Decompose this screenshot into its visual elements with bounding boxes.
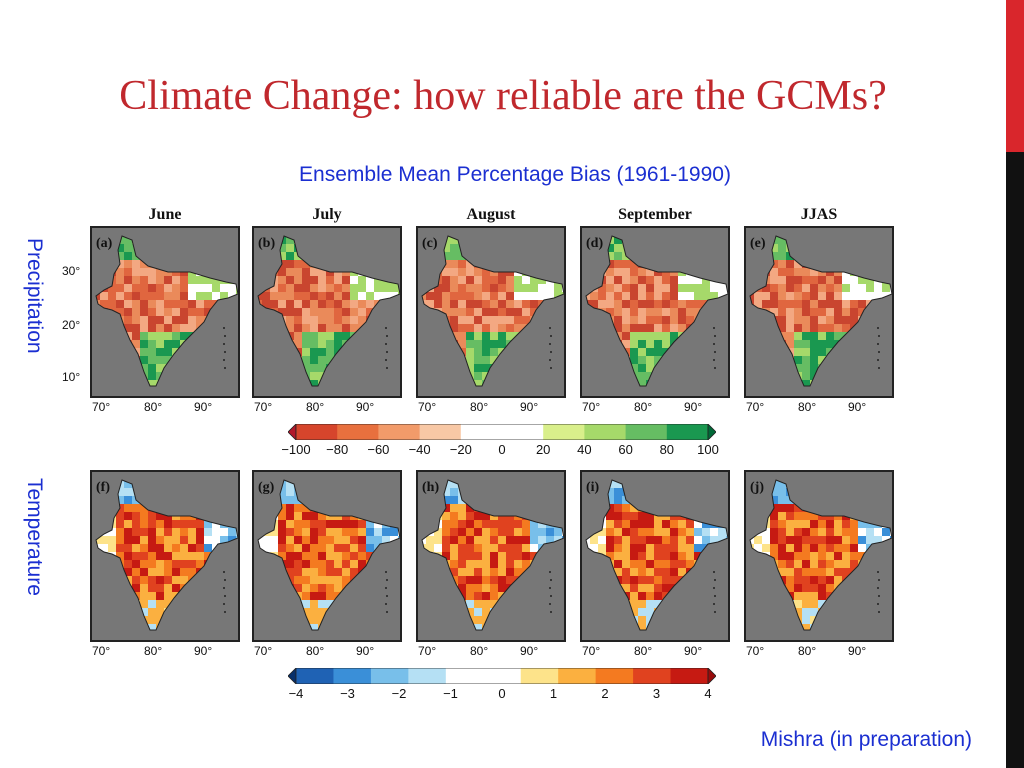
colorbar-tick-label: −2 bbox=[391, 686, 407, 701]
panel-letter: (a) bbox=[96, 236, 113, 251]
temperature-map-panel: (g) bbox=[252, 470, 402, 642]
colorbar-tick-label: 20 bbox=[535, 442, 551, 457]
longitude-label: 70° bbox=[582, 644, 601, 658]
colorbar-tick-label: 40 bbox=[577, 442, 592, 457]
colorbar-tick-label: 60 bbox=[618, 442, 633, 457]
panel-letter: (c) bbox=[422, 236, 438, 251]
colorbar-tick-label: −1 bbox=[443, 686, 458, 701]
temperature-map-panel: (f) bbox=[90, 470, 240, 642]
colorbar-tick-label: 100 bbox=[697, 442, 719, 457]
longitude-label: 90° bbox=[848, 644, 867, 658]
month-label: September bbox=[618, 206, 692, 223]
month-label: JJAS bbox=[800, 206, 838, 223]
precipitation-map-panel: (a) bbox=[90, 226, 240, 398]
longitude-label: 80° bbox=[634, 644, 653, 658]
temperature-map-panel: (i) bbox=[580, 470, 730, 642]
longitude-label: 70° bbox=[254, 400, 273, 414]
panel-letter: (h) bbox=[422, 480, 440, 495]
latitude-label: 20° bbox=[62, 318, 81, 332]
longitude-label: 80° bbox=[798, 644, 817, 658]
row-label-temperature: Temperature bbox=[23, 478, 46, 596]
colorbar-tick-label: 1 bbox=[549, 686, 558, 701]
longitude-label: 70° bbox=[92, 644, 111, 658]
colorbar-tick-label: −80 bbox=[326, 442, 349, 457]
panel-letter: (i) bbox=[586, 480, 600, 495]
longitude-label: 80° bbox=[470, 400, 489, 414]
latitude-label: 10° bbox=[62, 370, 81, 384]
colorbar-tick-label: 0 bbox=[498, 686, 506, 701]
longitude-label: 80° bbox=[798, 400, 817, 414]
colorbar-tick-label: 2 bbox=[601, 686, 609, 701]
longitude-label: 90° bbox=[684, 400, 703, 414]
longitude-label: 80° bbox=[306, 400, 325, 414]
longitude-label: 80° bbox=[306, 644, 325, 658]
panel-letter: (g) bbox=[258, 480, 275, 495]
longitude-label: 80° bbox=[634, 400, 653, 414]
longitude-label: 90° bbox=[194, 644, 213, 658]
precipitation-map-panel: (b) bbox=[252, 226, 402, 398]
precipitation-map-panel: (e) bbox=[744, 226, 894, 398]
longitude-label: 70° bbox=[418, 400, 437, 414]
slide-title: Climate Change: how reliable are the GCM… bbox=[119, 73, 887, 119]
temperature-map-panel: (j) bbox=[744, 470, 894, 642]
longitude-label: 90° bbox=[520, 644, 539, 658]
longitude-label: 90° bbox=[520, 400, 539, 414]
longitude-label: 70° bbox=[746, 400, 765, 414]
longitude-label: 70° bbox=[92, 400, 111, 414]
longitude-label: 80° bbox=[470, 644, 489, 658]
colorbar-tick-label: −100 bbox=[281, 442, 311, 457]
colorbar-tick-label: 0 bbox=[498, 442, 506, 457]
panel-letter: (f) bbox=[96, 480, 110, 495]
precipitation-map-panel: (c) bbox=[416, 226, 566, 398]
colorbar-tick-label: 80 bbox=[659, 442, 675, 457]
colorbar-tick-label: −4 bbox=[288, 686, 304, 701]
accent-bar-top bbox=[1006, 0, 1024, 152]
temperature-colorbar: −4 −3 −2 −1 0 1 2 3 4 bbox=[287, 667, 717, 701]
longitude-label: 90° bbox=[848, 400, 867, 414]
longitude-label: 70° bbox=[746, 644, 765, 658]
longitude-label: 90° bbox=[194, 400, 213, 414]
month-label: August bbox=[466, 206, 516, 223]
longitude-label: 70° bbox=[582, 400, 601, 414]
accent-bar-bottom bbox=[1006, 152, 1024, 768]
figure-subtitle: Ensemble Mean Percentage Bias (1961-1990… bbox=[299, 163, 731, 186]
panel-letter: (e) bbox=[750, 236, 766, 251]
colorbar-tick-label: 4 bbox=[704, 686, 712, 701]
longitude-label: 90° bbox=[684, 644, 703, 658]
colorbar-tick-label: −40 bbox=[408, 442, 431, 457]
latitude-label: 30° bbox=[62, 264, 81, 278]
panel-letter: (b) bbox=[258, 236, 276, 251]
longitude-label: 80° bbox=[144, 400, 163, 414]
longitude-label: 70° bbox=[418, 644, 437, 658]
month-label: June bbox=[148, 206, 182, 223]
colorbar-tick-label: 3 bbox=[652, 686, 661, 701]
credit-text: Mishra (in preparation) bbox=[760, 728, 972, 751]
precipitation-map-panel: (d) bbox=[580, 226, 730, 398]
month-label: July bbox=[312, 206, 342, 223]
temperature-map-panel: (h) bbox=[416, 470, 566, 642]
longitude-label: 90° bbox=[356, 644, 375, 658]
longitude-label: 70° bbox=[254, 644, 273, 658]
colorbar-tick-label: −3 bbox=[340, 686, 355, 701]
panel-letter: (j) bbox=[750, 480, 764, 495]
longitude-label: 80° bbox=[144, 644, 163, 658]
colorbar-tick-label: −20 bbox=[449, 442, 472, 457]
precipitation-colorbar: −100 −80 −60 −40 −20 0 20 40 60 80 100 bbox=[281, 423, 719, 457]
longitude-label: 90° bbox=[356, 400, 375, 414]
row-label-precipitation: Precipitation bbox=[23, 238, 46, 354]
panel-letter: (d) bbox=[586, 236, 604, 251]
colorbar-tick-label: −60 bbox=[367, 442, 390, 457]
